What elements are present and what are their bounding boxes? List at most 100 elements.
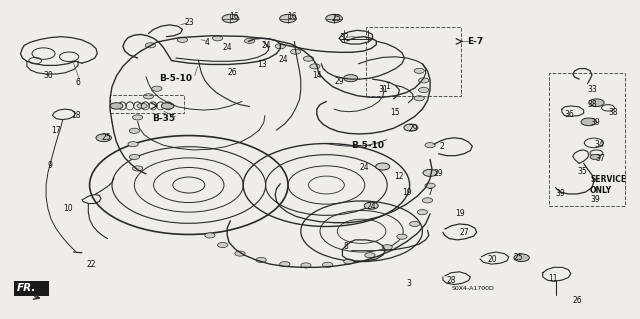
Bar — [549, 73, 625, 206]
Circle shape — [514, 254, 529, 262]
Text: 18: 18 — [72, 111, 81, 120]
Circle shape — [280, 14, 296, 23]
Text: S0X4-A1700D: S0X4-A1700D — [451, 286, 494, 291]
Circle shape — [344, 75, 358, 82]
Text: FR.: FR. — [17, 283, 36, 293]
Circle shape — [419, 78, 429, 83]
Text: 3: 3 — [406, 279, 412, 288]
Circle shape — [301, 263, 311, 268]
Circle shape — [425, 143, 435, 148]
Text: 29: 29 — [408, 124, 418, 133]
Text: 9: 9 — [48, 161, 53, 170]
Text: SERVICE
ONLY: SERVICE ONLY — [590, 175, 626, 195]
Circle shape — [137, 103, 147, 108]
Bar — [366, 27, 461, 96]
Text: 39: 39 — [556, 189, 565, 198]
Text: 16: 16 — [229, 12, 239, 21]
Text: 39: 39 — [590, 118, 600, 127]
Circle shape — [110, 103, 123, 109]
Text: 37: 37 — [595, 154, 605, 163]
Text: 7: 7 — [428, 188, 433, 197]
Text: 22: 22 — [86, 260, 96, 269]
Text: 29: 29 — [434, 169, 444, 178]
Text: 39: 39 — [590, 195, 600, 204]
Bar — [14, 281, 49, 296]
Text: 32: 32 — [339, 33, 349, 42]
Circle shape — [310, 64, 320, 69]
Text: 13: 13 — [257, 60, 267, 69]
Circle shape — [417, 210, 428, 215]
Text: 10: 10 — [63, 204, 72, 213]
Text: 28: 28 — [447, 276, 456, 285]
Text: 24: 24 — [223, 43, 232, 52]
Circle shape — [423, 169, 437, 176]
Text: 25: 25 — [513, 253, 523, 262]
Circle shape — [303, 56, 314, 61]
Circle shape — [365, 253, 375, 258]
Circle shape — [275, 44, 285, 49]
Text: 23: 23 — [184, 18, 194, 27]
Text: 17: 17 — [51, 126, 61, 135]
Bar — [110, 95, 184, 113]
Circle shape — [323, 262, 333, 267]
Text: 35: 35 — [577, 167, 587, 176]
Circle shape — [132, 166, 143, 171]
Circle shape — [589, 99, 604, 107]
Text: 27: 27 — [460, 228, 469, 237]
Text: 24: 24 — [261, 41, 271, 50]
Text: 6: 6 — [76, 78, 81, 87]
Text: 4: 4 — [205, 38, 210, 47]
Circle shape — [364, 202, 378, 209]
Text: 33: 33 — [588, 85, 597, 94]
Circle shape — [129, 128, 140, 133]
Circle shape — [177, 37, 188, 42]
Circle shape — [212, 36, 223, 41]
Circle shape — [382, 245, 392, 250]
Text: 14: 14 — [312, 71, 322, 80]
Text: 30: 30 — [44, 71, 53, 80]
Circle shape — [397, 234, 407, 239]
Circle shape — [280, 262, 290, 267]
Text: 20: 20 — [488, 256, 497, 264]
Circle shape — [344, 259, 354, 264]
Circle shape — [222, 14, 239, 23]
Text: 29: 29 — [334, 77, 344, 86]
Circle shape — [425, 183, 435, 188]
Circle shape — [256, 257, 266, 263]
Circle shape — [145, 43, 156, 48]
Text: 8: 8 — [344, 242, 348, 251]
Text: 26: 26 — [573, 296, 582, 305]
Circle shape — [152, 86, 162, 91]
Text: 24: 24 — [366, 202, 376, 211]
Circle shape — [205, 233, 215, 238]
Text: 2: 2 — [439, 142, 444, 151]
Circle shape — [376, 163, 390, 170]
Text: 1: 1 — [385, 82, 390, 91]
Circle shape — [218, 242, 228, 248]
Circle shape — [235, 251, 245, 256]
Circle shape — [422, 198, 433, 203]
Circle shape — [143, 94, 154, 99]
Circle shape — [326, 14, 342, 23]
Circle shape — [291, 49, 301, 54]
Circle shape — [414, 68, 424, 73]
Text: 36: 36 — [564, 110, 574, 119]
Text: 24: 24 — [278, 55, 288, 63]
Text: 16: 16 — [287, 12, 296, 21]
Text: E-7: E-7 — [467, 37, 483, 46]
Circle shape — [132, 115, 143, 120]
Text: 26: 26 — [227, 68, 237, 77]
Text: 31: 31 — [379, 85, 388, 94]
Circle shape — [244, 38, 255, 43]
Circle shape — [414, 96, 424, 101]
Text: 25: 25 — [101, 133, 111, 142]
Circle shape — [128, 142, 138, 147]
Text: 19: 19 — [456, 209, 465, 218]
Text: 34: 34 — [594, 140, 604, 149]
Text: B-35: B-35 — [152, 114, 175, 122]
Text: 11: 11 — [548, 274, 558, 283]
Text: 24: 24 — [360, 163, 369, 172]
Circle shape — [161, 103, 174, 109]
Text: B-5-10: B-5-10 — [351, 141, 384, 150]
Circle shape — [129, 154, 140, 160]
